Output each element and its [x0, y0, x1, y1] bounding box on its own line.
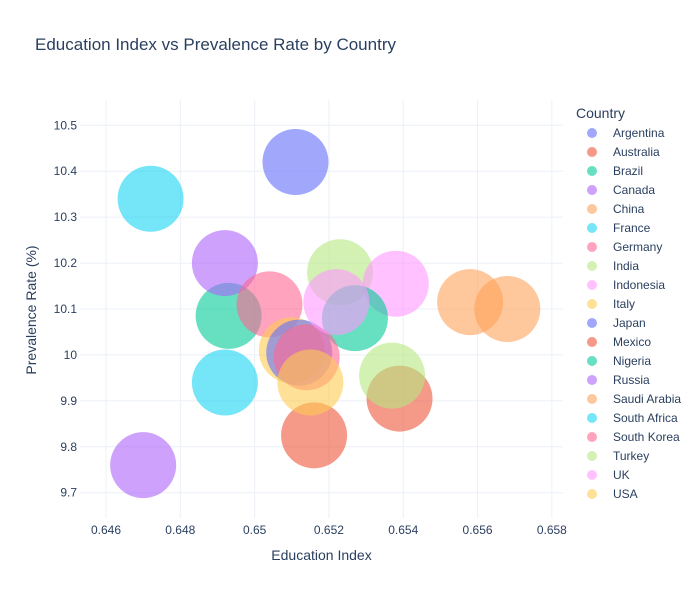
legend-marker[interactable]	[587, 451, 597, 461]
x-tick-label: 0.654	[388, 523, 418, 537]
legend-item-label[interactable]: Russia	[613, 373, 650, 387]
legend-item-label[interactable]: Brazil	[613, 164, 643, 178]
legend-marker[interactable]	[587, 432, 597, 442]
legend-item-label[interactable]: South Africa	[613, 411, 678, 425]
legend-marker[interactable]	[587, 394, 597, 404]
data-point-south-africa[interactable]	[191, 349, 258, 416]
legend: Country Argentina Australia Brazil Canada Ch…	[576, 105, 681, 501]
x-tick-label: 0.65	[243, 523, 267, 537]
legend-item-label[interactable]: Canada	[613, 183, 655, 197]
x-tick-label: 0.658	[537, 523, 567, 537]
data-point-argentina[interactable]	[262, 129, 329, 196]
legend-item-label[interactable]: Argentina	[613, 126, 665, 140]
legend-marker[interactable]	[587, 337, 597, 347]
data-point-saudi-arabia[interactable]	[474, 276, 541, 342]
legend-item-label[interactable]: Australia	[613, 145, 660, 159]
chart-title: Education Index vs Prevalence Rate by Co…	[35, 35, 396, 54]
legend-marker[interactable]	[587, 413, 597, 423]
legend-item-label[interactable]: Saudi Arabia	[613, 392, 681, 406]
y-tick-label: 10.2	[54, 256, 78, 270]
x-tick-label: 0.648	[165, 523, 195, 537]
y-tick-label: 10	[64, 348, 78, 362]
legend-marker[interactable]	[587, 147, 597, 157]
legend-item-label[interactable]: Indonesia	[613, 278, 665, 292]
legend-marker[interactable]	[587, 356, 597, 366]
y-tick-label: 9.9	[60, 394, 77, 408]
legend-marker[interactable]	[587, 489, 597, 499]
legend-item-label[interactable]: Turkey	[613, 449, 649, 463]
legend-marker[interactable]	[587, 261, 597, 271]
x-axis-title: Education Index	[271, 547, 371, 563]
legend-marker[interactable]	[587, 223, 597, 233]
data-point-france[interactable]	[117, 165, 184, 232]
data-point-canada[interactable]	[191, 230, 258, 297]
y-tick-label: 10.5	[54, 118, 78, 132]
x-tick-label: 0.652	[314, 523, 344, 537]
legend-marker[interactable]	[587, 204, 597, 214]
y-tick-label: 9.7	[60, 486, 77, 500]
y-tick-label: 9.8	[60, 440, 77, 454]
data-point-australia[interactable]	[281, 402, 348, 469]
legend-marker[interactable]	[587, 318, 597, 328]
legend-title: Country	[576, 105, 625, 121]
legend-marker[interactable]	[587, 375, 597, 385]
legend-marker[interactable]	[587, 299, 597, 309]
x-tick-label: 0.656	[463, 523, 493, 537]
legend-item-label[interactable]: UK	[613, 468, 630, 482]
y-tick-label: 10.4	[54, 164, 78, 178]
legend-marker[interactable]	[587, 185, 597, 195]
legend-marker[interactable]	[587, 128, 597, 138]
y-tick-label: 10.1	[54, 302, 78, 316]
legend-marker[interactable]	[587, 470, 597, 480]
legend-item-label[interactable]: USA	[613, 487, 638, 501]
legend-marker[interactable]	[587, 242, 597, 252]
x-tick-label: 0.646	[91, 523, 121, 537]
legend-item-label[interactable]: China	[613, 202, 645, 216]
legend-marker[interactable]	[587, 166, 597, 176]
data-point-russia[interactable]	[110, 432, 177, 499]
axis-ticks: 0.646 0.648 0.65 0.652 0.654 0.656 0.658 9.7 9.8…	[54, 118, 568, 537]
data-point-usa[interactable]	[277, 349, 344, 416]
data-point-uk[interactable]	[303, 269, 370, 336]
y-axis-title: Prevalence Rate (%)	[23, 245, 39, 374]
legend-item-label[interactable]: India	[613, 259, 639, 273]
plot-area	[110, 129, 541, 499]
legend-item-label[interactable]: Italy	[613, 297, 635, 311]
legend-item-label[interactable]: Japan	[613, 316, 646, 330]
y-tick-label: 10.3	[54, 210, 78, 224]
data-point-turkey[interactable]	[359, 342, 426, 409]
legend-marker[interactable]	[587, 280, 597, 290]
legend-item-label[interactable]: France	[613, 221, 651, 235]
legend-item-label[interactable]: Mexico	[613, 335, 651, 349]
legend-item-label[interactable]: Germany	[613, 240, 662, 254]
legend-item-label[interactable]: Nigeria	[613, 354, 651, 368]
legend-item-label[interactable]: South Korea	[613, 430, 680, 444]
